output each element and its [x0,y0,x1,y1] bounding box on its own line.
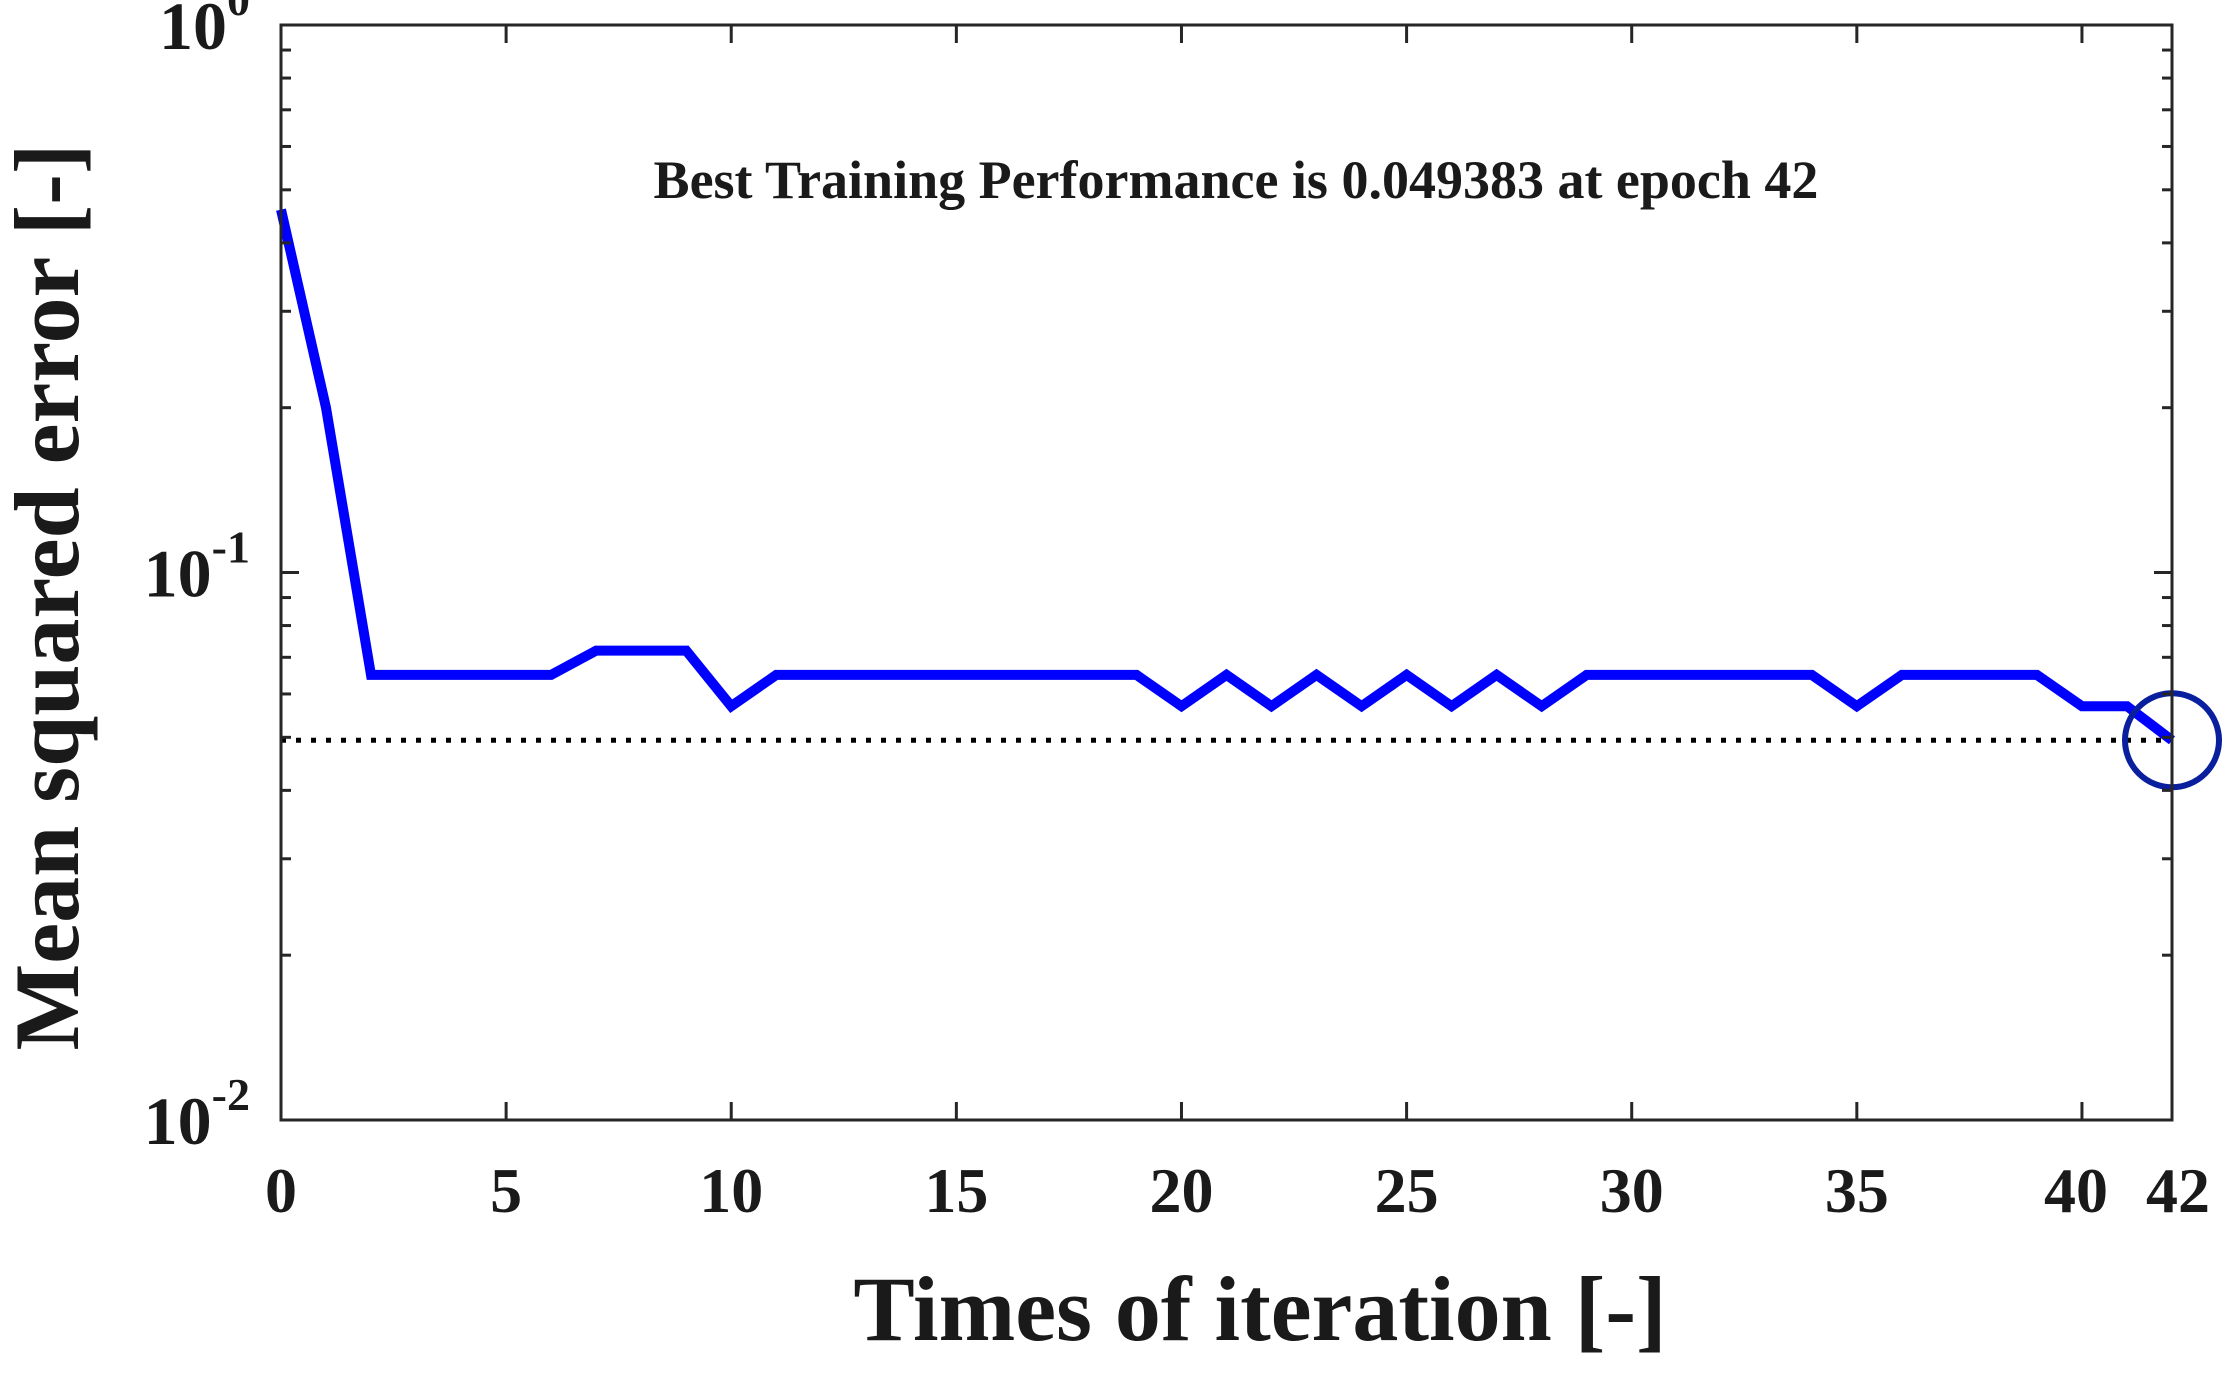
y-axis-label: Mean squared error [-] [0,143,98,1050]
x-tick-label: 10 [699,1155,763,1226]
y-tick-label: 10-1 [144,522,250,612]
x-tick-label: 30 [1600,1155,1664,1226]
marks-layer [276,208,2222,791]
x-tick-label: 35 [1825,1155,1889,1226]
y-tick-label: 10-2 [144,1069,250,1159]
y-tick-label-exponent: 0 [227,0,250,25]
x-axis-label: Times of iteration [-] [853,1258,1666,1360]
x-tick-label: 0 [265,1155,297,1226]
x-tick-label: 25 [1375,1155,1439,1226]
y-tick-label-base: 10 [144,1083,212,1159]
x-tick-label: 20 [1149,1155,1213,1226]
best-performance-annotation: Best Training Performance is 0.049383 at… [654,150,1819,210]
x-tick-label: 5 [490,1155,522,1226]
x-tick-label: 40 [2044,1155,2108,1226]
y-tick-label-base: 10 [144,536,212,612]
series-line-0 [276,208,2176,745]
y-tick-label: 100 [159,0,250,64]
ticks-layer: 05101520253035404210010-110-2 [144,0,2210,1226]
x-tick-label: 15 [924,1155,988,1226]
y-tick-label-exponent: -2 [212,1069,250,1120]
y-tick-label-base: 10 [159,0,227,64]
x-tick-label: 42 [2146,1155,2210,1226]
y-tick-label-exponent: -1 [212,522,250,573]
